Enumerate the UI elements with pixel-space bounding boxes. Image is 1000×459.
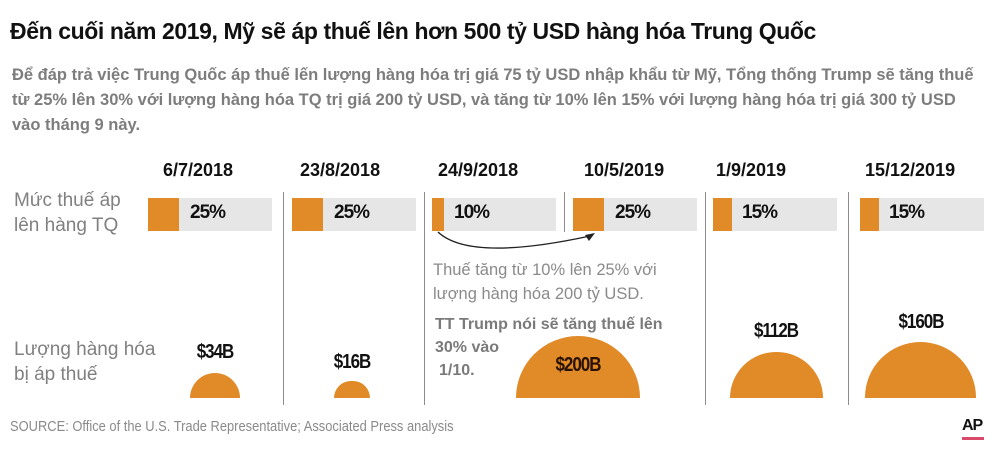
tariff-bar-fill: [292, 198, 323, 231]
goods-amount-col-5: $112B: [753, 320, 799, 342]
tariff-bar-fill: [713, 198, 732, 231]
chart-title: Đến cuối năm 2019, Mỹ sẽ áp thuế lên hơn…: [10, 18, 816, 44]
tariff-bar-col-4: 25%: [573, 198, 697, 231]
tariff-rate: 25%: [615, 202, 651, 223]
arrow-icon: [437, 231, 595, 249]
tariff-bar-col-5: 15%: [713, 198, 837, 231]
column-divider: [283, 192, 284, 405]
tariff-rate: 25%: [190, 202, 226, 223]
column-divider: [848, 192, 849, 405]
column-divider: [424, 192, 425, 405]
goods-semicircle-col-6: [865, 342, 976, 398]
row-label-goods-line1: Lượng hàng hóa: [14, 339, 156, 360]
goods-semicircle-col-1: [190, 373, 240, 398]
tariff-bar-fill: [148, 198, 179, 231]
date-col-2: 23/8/2018: [300, 160, 381, 180]
tariff-rate: 15%: [742, 202, 778, 223]
row-label-tariff: Mức thuế áp lên hàng TQ: [14, 188, 121, 238]
tariff-bar-fill: [573, 198, 604, 231]
tariff-bar-col-1: 25%: [148, 198, 272, 231]
column-divider: [705, 192, 706, 405]
tariff-rate: 15%: [889, 202, 925, 223]
row-label-goods: Lượng hàng hóa bị áp thuế: [14, 337, 155, 387]
tariff-rate: 10%: [454, 202, 490, 223]
tariff-bar-fill: [860, 198, 879, 231]
tariff-bar-col-2: 25%: [292, 198, 416, 231]
ap-logo-underline: [962, 437, 984, 440]
date-col-5: 1/9/2019: [716, 160, 787, 180]
goods-amount-col-1: $34B: [196, 341, 235, 363]
annotation-trump-line2: 30% vào: [435, 339, 500, 356]
date-col-3: 24/9/2018: [438, 160, 519, 180]
goods-amount-col-6: $160B: [898, 311, 945, 333]
goods-semicircle-col-5: [730, 352, 823, 398]
goods-amount-col-3: $200B: [555, 354, 602, 376]
row-label-tariff-line2: lên hàng TQ: [14, 215, 119, 236]
goods-semicircle-col-2: [334, 381, 370, 398]
tariff-rate: 25%: [334, 202, 370, 223]
annotation-increase-line2: lượng hàng hóa 200 tỷ USD.: [433, 285, 644, 303]
column-divider: [564, 192, 565, 232]
annotation-trump-line1: TT Trump nói sẽ tăng thuế lên: [435, 316, 663, 333]
annotation-trump-line3: 1/10.: [439, 362, 475, 379]
ap-logo: AP: [962, 417, 983, 434]
annotation-trump: TT Trump nói sẽ tăng thuế lên 30% vào 1/…: [435, 313, 663, 382]
chart-subtitle: Để đáp trả việc Trung Quốc áp thuế lến l…: [12, 66, 974, 134]
annotation-increase-line1: Thuế tăng từ 10% lên 25% với: [433, 261, 657, 279]
date-col-6: 15/12/2019: [865, 160, 956, 180]
source-note: SOURCE: Office of the U.S. Trade Represe…: [10, 418, 454, 435]
annotation-increase: Thuế tăng từ 10% lên 25% với lượng hàng …: [433, 258, 657, 306]
tariff-bar-fill: [432, 198, 444, 231]
date-col-4: 10/5/2019: [584, 160, 665, 180]
date-col-1: 6/7/2018: [163, 160, 234, 180]
goods-amount-col-2: $16B: [333, 351, 372, 373]
tariff-bar-col-3: 10%: [432, 198, 556, 231]
row-label-tariff-line1: Mức thuế áp: [14, 190, 121, 211]
tariff-bar-col-6: 15%: [860, 198, 984, 231]
row-label-goods-line2: bị áp thuế: [14, 364, 98, 385]
